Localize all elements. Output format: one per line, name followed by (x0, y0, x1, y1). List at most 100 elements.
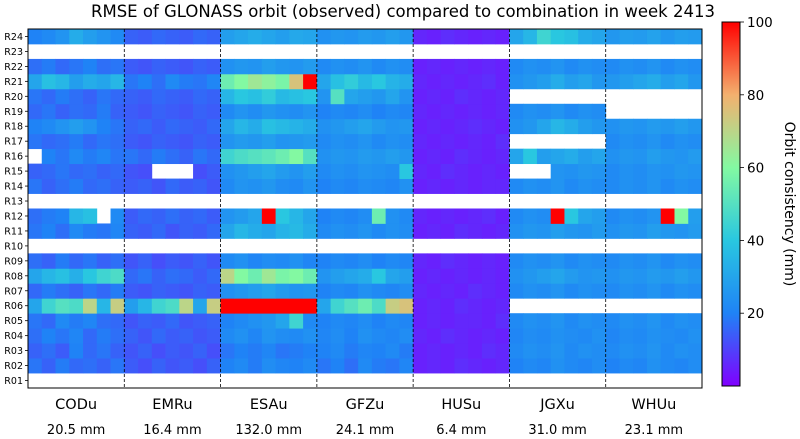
heatmap-cell (275, 328, 290, 344)
y-tick-label: R22 (4, 62, 23, 73)
heatmap-cell (536, 148, 552, 165)
heatmap-cell (440, 58, 455, 75)
heatmap-cell (371, 133, 387, 150)
heatmap-cell (358, 313, 373, 329)
heatmap-cell (371, 268, 387, 284)
heatmap-cell (69, 163, 84, 179)
heatmap-cell (688, 133, 703, 150)
heatmap-cell (289, 328, 304, 344)
center-label: WHUu (631, 397, 676, 413)
heatmap-cell (688, 163, 703, 179)
heatmap-cell (179, 73, 194, 90)
heatmap-cell (248, 148, 263, 165)
heatmap-cell (41, 268, 56, 284)
heatmap-cell (206, 268, 221, 284)
heatmap-cell (578, 283, 593, 299)
heatmap-cell (275, 118, 290, 135)
heatmap-cell (261, 358, 276, 374)
heatmap-cell (358, 73, 373, 90)
heatmap-cell (509, 343, 524, 359)
heatmap-cell (220, 283, 235, 299)
y-tick-label: R15 (4, 167, 23, 178)
heatmap-cell (344, 298, 359, 314)
heatmap-cell (578, 58, 593, 75)
heatmap-cell (138, 328, 153, 344)
heatmap-cell (234, 253, 249, 269)
heatmap-cell (674, 133, 689, 150)
heatmap-cell (578, 163, 593, 179)
heatmap-cell (399, 313, 414, 329)
heatmap-cell (454, 58, 469, 75)
heatmap-cell (413, 268, 428, 284)
heatmap-cell (578, 328, 593, 344)
heatmap-cell (261, 268, 276, 284)
heatmap-cell (28, 163, 43, 179)
heatmap-cell (55, 268, 70, 284)
heatmap-cell (110, 88, 125, 105)
heatmap-cell (413, 313, 428, 329)
heatmap-cell (426, 178, 442, 194)
heatmap-cell (248, 313, 263, 329)
heatmap-cell (138, 223, 153, 239)
heatmap-cell (495, 178, 510, 194)
heatmap-cell (248, 223, 263, 239)
heatmap-cell (316, 148, 332, 165)
heatmap-cell (206, 178, 221, 194)
heatmap-cell (96, 133, 111, 150)
heatmap-cell (261, 29, 276, 45)
center-mean-label: 132.0 mm (235, 423, 302, 438)
heatmap-cell (330, 208, 345, 224)
heatmap-cell (151, 208, 166, 224)
heatmap-cell (674, 328, 689, 344)
heatmap-cell (646, 283, 662, 299)
heatmap-cell (275, 133, 290, 150)
heatmap-cell (124, 268, 139, 284)
heatmap-cell (330, 58, 345, 75)
heatmap-cell (646, 58, 662, 75)
heatmap-cell (358, 343, 373, 359)
heatmap-cell (399, 148, 414, 165)
heatmap-cell (358, 103, 373, 120)
heatmap-cell (69, 268, 84, 284)
heatmap-cell (330, 29, 345, 45)
heatmap-cell (605, 313, 620, 329)
y-tick-label: R11 (4, 226, 23, 237)
heatmap-cell (220, 118, 235, 135)
heatmap-cell (275, 88, 290, 105)
heatmap-cell (289, 148, 304, 165)
heatmap-cell (248, 133, 263, 150)
heatmap-cell (28, 29, 43, 45)
heatmap-cell (591, 178, 607, 194)
heatmap-cell (261, 178, 276, 194)
heatmap-cell (179, 58, 194, 75)
heatmap-cell (674, 163, 689, 179)
heatmap-cell (550, 223, 565, 239)
heatmap-cell (674, 223, 689, 239)
heatmap-cell (220, 88, 235, 105)
heatmap-cell (468, 298, 483, 314)
heatmap-cell (193, 208, 208, 224)
heatmap-cell (674, 118, 689, 135)
heatmap-cell (371, 103, 387, 120)
heatmap-cell (220, 208, 235, 224)
heatmap-cell (454, 253, 469, 269)
heatmap-cell (619, 148, 634, 165)
heatmap-cell (289, 88, 304, 105)
heatmap-cell (426, 268, 442, 284)
heatmap-cell (371, 358, 387, 374)
heatmap-cell (151, 103, 166, 120)
heatmap-cell (591, 223, 607, 239)
heatmap-cell (660, 58, 675, 75)
heatmap-cell (674, 358, 689, 374)
heatmap-cell (564, 223, 579, 239)
heatmap-cell (69, 133, 84, 150)
heatmap-cell (413, 283, 428, 299)
heatmap-cell (481, 358, 497, 374)
heatmap-cell (96, 283, 111, 299)
heatmap-cell (41, 283, 56, 299)
heatmap-cell (481, 208, 497, 224)
y-tick-label: R12 (4, 211, 23, 222)
heatmap-cell (124, 73, 139, 90)
heatmap-cell (303, 148, 318, 165)
heatmap-cell (179, 328, 194, 344)
